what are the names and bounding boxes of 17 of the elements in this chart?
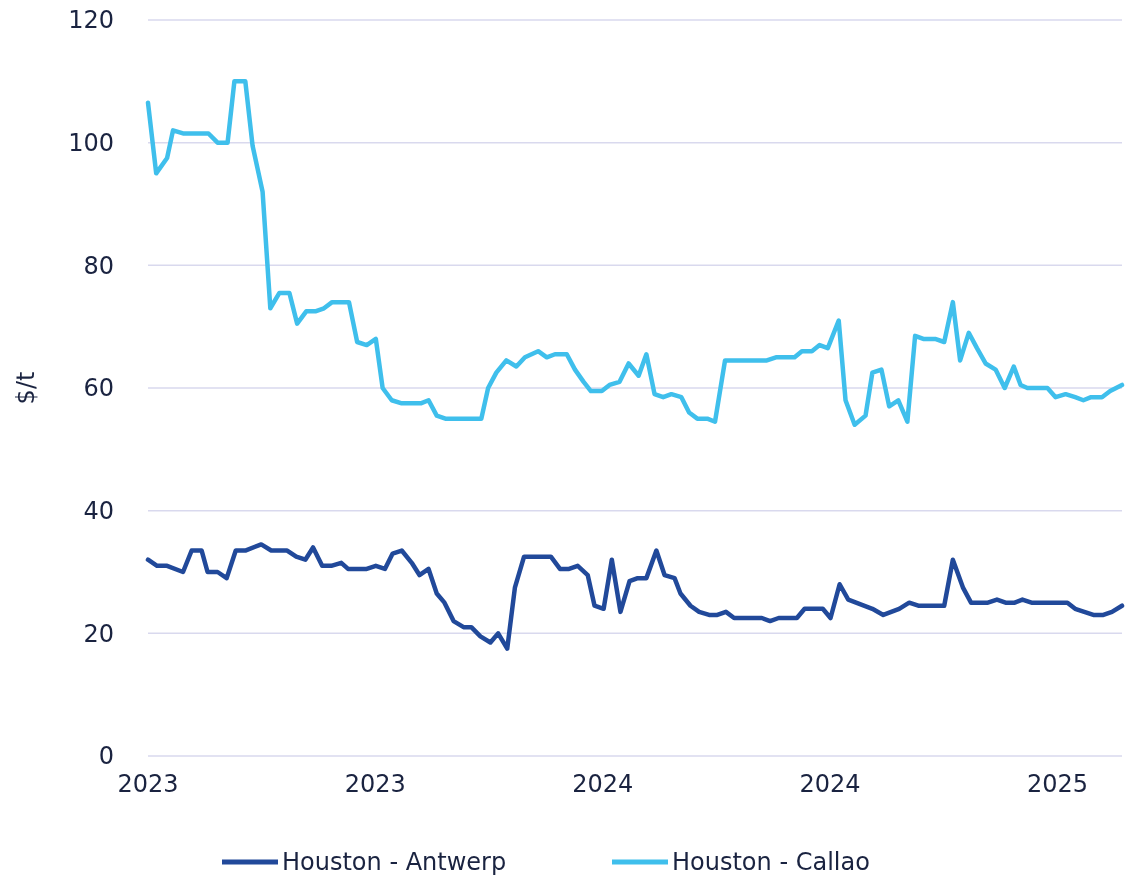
y-tick-label: 60	[83, 374, 114, 403]
x-tick-label: 2025	[1026, 770, 1088, 798]
y-tick-label: 100	[68, 129, 114, 158]
x-tick-label: 2023	[344, 770, 406, 798]
x-tick-label: 2023	[117, 770, 179, 798]
y-tick-label: 80	[83, 251, 114, 280]
legend-label: Houston - Antwerp	[282, 848, 507, 877]
line-series	[145, 542, 1125, 651]
x-tick-label: 2024	[572, 770, 634, 798]
x-tick-label: 2024	[799, 770, 861, 798]
y-tick-label: 0	[98, 742, 114, 771]
y-tick-label: 40	[83, 497, 114, 526]
y-tick-label: 20	[83, 619, 114, 648]
y-tick-label: 120	[68, 6, 114, 35]
legend-label: Houston - Callao	[672, 848, 870, 877]
line-series	[145, 79, 1125, 428]
y-axis-title: $/t	[12, 371, 40, 405]
